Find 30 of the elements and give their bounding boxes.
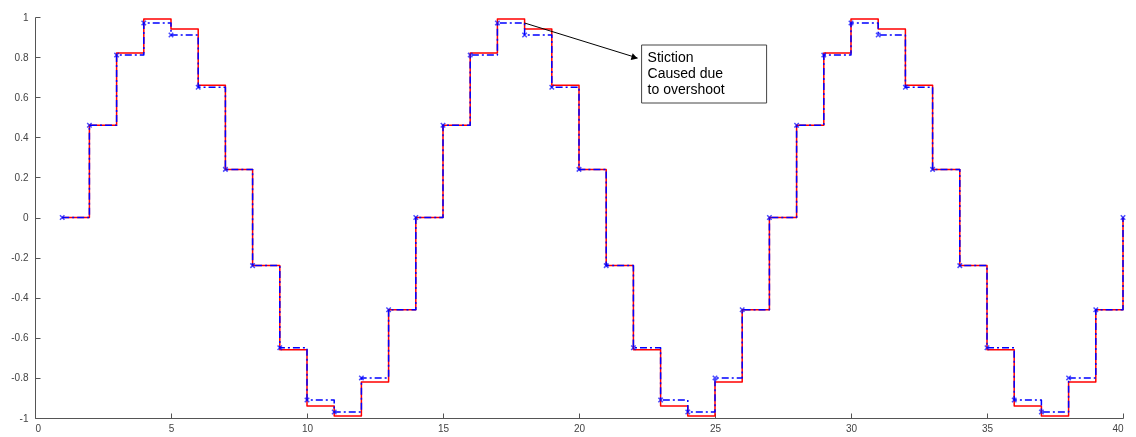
point xyxy=(548,84,555,91)
point xyxy=(848,20,854,26)
y-tick-label: 0.2 xyxy=(14,171,29,183)
x-tick-label: 15 xyxy=(437,422,450,434)
x-tick-label: 5 xyxy=(168,422,175,434)
point xyxy=(276,344,283,351)
y-tick-label: -0.2 xyxy=(11,252,29,264)
y-tick-label: 1 xyxy=(22,11,29,23)
y-tick-label: -0.4 xyxy=(11,292,29,304)
point xyxy=(304,396,310,403)
annotation: Stiction Caused due to overshoot xyxy=(647,49,725,98)
y-tick-label: -0.6 xyxy=(11,332,29,344)
point xyxy=(249,262,256,269)
point xyxy=(168,32,174,39)
y-tick-label: 0.8 xyxy=(14,51,29,63)
x-tick-label: 20 xyxy=(573,422,586,434)
y-tick-label: -0.8 xyxy=(11,372,29,384)
x-tick-label: 10 xyxy=(301,422,314,434)
point xyxy=(222,166,229,173)
y-tick-label: -1 xyxy=(19,412,29,424)
y-tick-label: 0.4 xyxy=(14,131,29,143)
x-tick-label: 30 xyxy=(845,422,858,434)
point xyxy=(929,166,936,173)
point xyxy=(195,84,202,91)
y-tick-label: 0 xyxy=(22,212,29,223)
x-tick-label: 0 xyxy=(35,422,42,434)
x-tick-label: 25 xyxy=(709,422,722,434)
x-tick-label: 35 xyxy=(981,422,994,434)
y-tick-label: 0.6 xyxy=(14,91,29,103)
x-tick-label: 40 xyxy=(1112,422,1124,434)
